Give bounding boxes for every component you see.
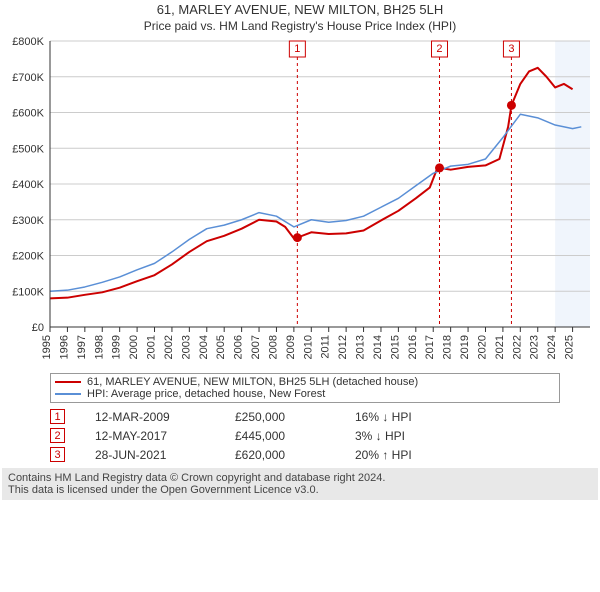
legend-swatch (55, 381, 81, 383)
svg-text:2: 2 (436, 43, 442, 55)
svg-text:2010: 2010 (302, 335, 314, 359)
footer-attribution: Contains HM Land Registry data © Crown c… (2, 468, 598, 500)
svg-text:2012: 2012 (337, 335, 349, 359)
svg-text:£800K: £800K (12, 37, 44, 48)
svg-text:2001: 2001 (146, 335, 158, 359)
svg-text:2000: 2000 (128, 335, 140, 359)
event-pct: 16% ↓ HPI (355, 410, 445, 424)
events-table: 1 12-MAR-2009 £250,000 16% ↓ HPI 2 12-MAY-201… (50, 409, 560, 462)
event-pct: 20% ↑ HPI (355, 448, 445, 462)
svg-text:£0: £0 (32, 322, 44, 334)
svg-text:2007: 2007 (250, 335, 262, 359)
svg-text:2013: 2013 (355, 335, 367, 359)
svg-text:2015: 2015 (389, 335, 401, 359)
legend: 61, MARLEY AVENUE, NEW MILTON, BH25 5LH … (50, 373, 560, 403)
chart-container: £0 £100K £200K £300K £400K £500K £600K £700K £80… (0, 37, 600, 367)
svg-text:1: 1 (294, 43, 300, 55)
svg-text:3: 3 (508, 43, 514, 55)
footer-line-1: Contains HM Land Registry data © Crown c… (8, 472, 592, 484)
page-subtitle: Price paid vs. HM Land Registry's House … (0, 19, 600, 33)
svg-text:2014: 2014 (372, 335, 384, 359)
svg-text:2011: 2011 (320, 335, 332, 359)
svg-text:2006: 2006 (233, 335, 245, 359)
svg-text:2024: 2024 (546, 335, 558, 359)
svg-text:2022: 2022 (511, 335, 523, 359)
svg-text:1997: 1997 (76, 335, 88, 359)
svg-text:2003: 2003 (180, 335, 192, 359)
event-pct: 3% ↓ HPI (355, 429, 445, 443)
event-row: 2 12-MAY-2017 £445,000 3% ↓ HPI (50, 428, 560, 443)
svg-text:£100K: £100K (12, 286, 44, 298)
svg-text:1999: 1999 (111, 335, 123, 359)
svg-text:2002: 2002 (163, 335, 175, 359)
svg-text:£300K: £300K (12, 215, 44, 227)
page-title: 61, MARLEY AVENUE, NEW MILTON, BH25 5LH (0, 2, 600, 17)
line-chart: £0 £100K £200K £300K £400K £500K £600K £700K £80… (0, 37, 600, 367)
event-row: 3 28-JUN-2021 £620,000 20% ↑ HPI (50, 447, 560, 462)
svg-text:£200K: £200K (12, 251, 44, 263)
svg-text:2008: 2008 (267, 335, 279, 359)
legend-row: 61, MARLEY AVENUE, NEW MILTON, BH25 5LH … (55, 376, 555, 388)
svg-text:£700K: £700K (12, 72, 44, 84)
svg-text:2019: 2019 (459, 335, 471, 359)
event-row: 1 12-MAR-2009 £250,000 16% ↓ HPI (50, 409, 560, 424)
event-price: £250,000 (235, 410, 325, 424)
svg-text:2023: 2023 (529, 335, 541, 359)
svg-text:2020: 2020 (476, 335, 488, 359)
event-marker: 2 (50, 428, 65, 443)
svg-text:£500K: £500K (12, 143, 44, 155)
footer-line-2: This data is licensed under the Open Gov… (8, 484, 592, 496)
event-marker: 1 (50, 409, 65, 424)
event-date: 28-JUN-2021 (95, 448, 205, 462)
svg-text:1996: 1996 (58, 335, 70, 359)
legend-row: HPI: Average price, detached house, New … (55, 388, 555, 400)
event-price: £445,000 (235, 429, 325, 443)
svg-text:2005: 2005 (215, 335, 227, 359)
svg-text:1995: 1995 (41, 335, 53, 359)
svg-text:2004: 2004 (198, 335, 210, 359)
svg-text:2018: 2018 (442, 335, 454, 359)
svg-text:2025: 2025 (564, 335, 576, 359)
svg-text:2009: 2009 (285, 335, 297, 359)
legend-label: 61, MARLEY AVENUE, NEW MILTON, BH25 5LH … (87, 376, 418, 388)
event-price: £620,000 (235, 448, 325, 462)
event-date: 12-MAR-2009 (95, 410, 205, 424)
svg-text:2017: 2017 (424, 335, 436, 359)
svg-text:£400K: £400K (12, 179, 44, 191)
event-date: 12-MAY-2017 (95, 429, 205, 443)
svg-text:£600K: £600K (12, 108, 44, 120)
legend-label: HPI: Average price, detached house, New … (87, 388, 325, 400)
legend-swatch (55, 393, 81, 395)
svg-text:2021: 2021 (494, 335, 506, 359)
svg-text:1998: 1998 (93, 335, 105, 359)
event-marker: 3 (50, 447, 65, 462)
svg-text:2016: 2016 (407, 335, 419, 359)
